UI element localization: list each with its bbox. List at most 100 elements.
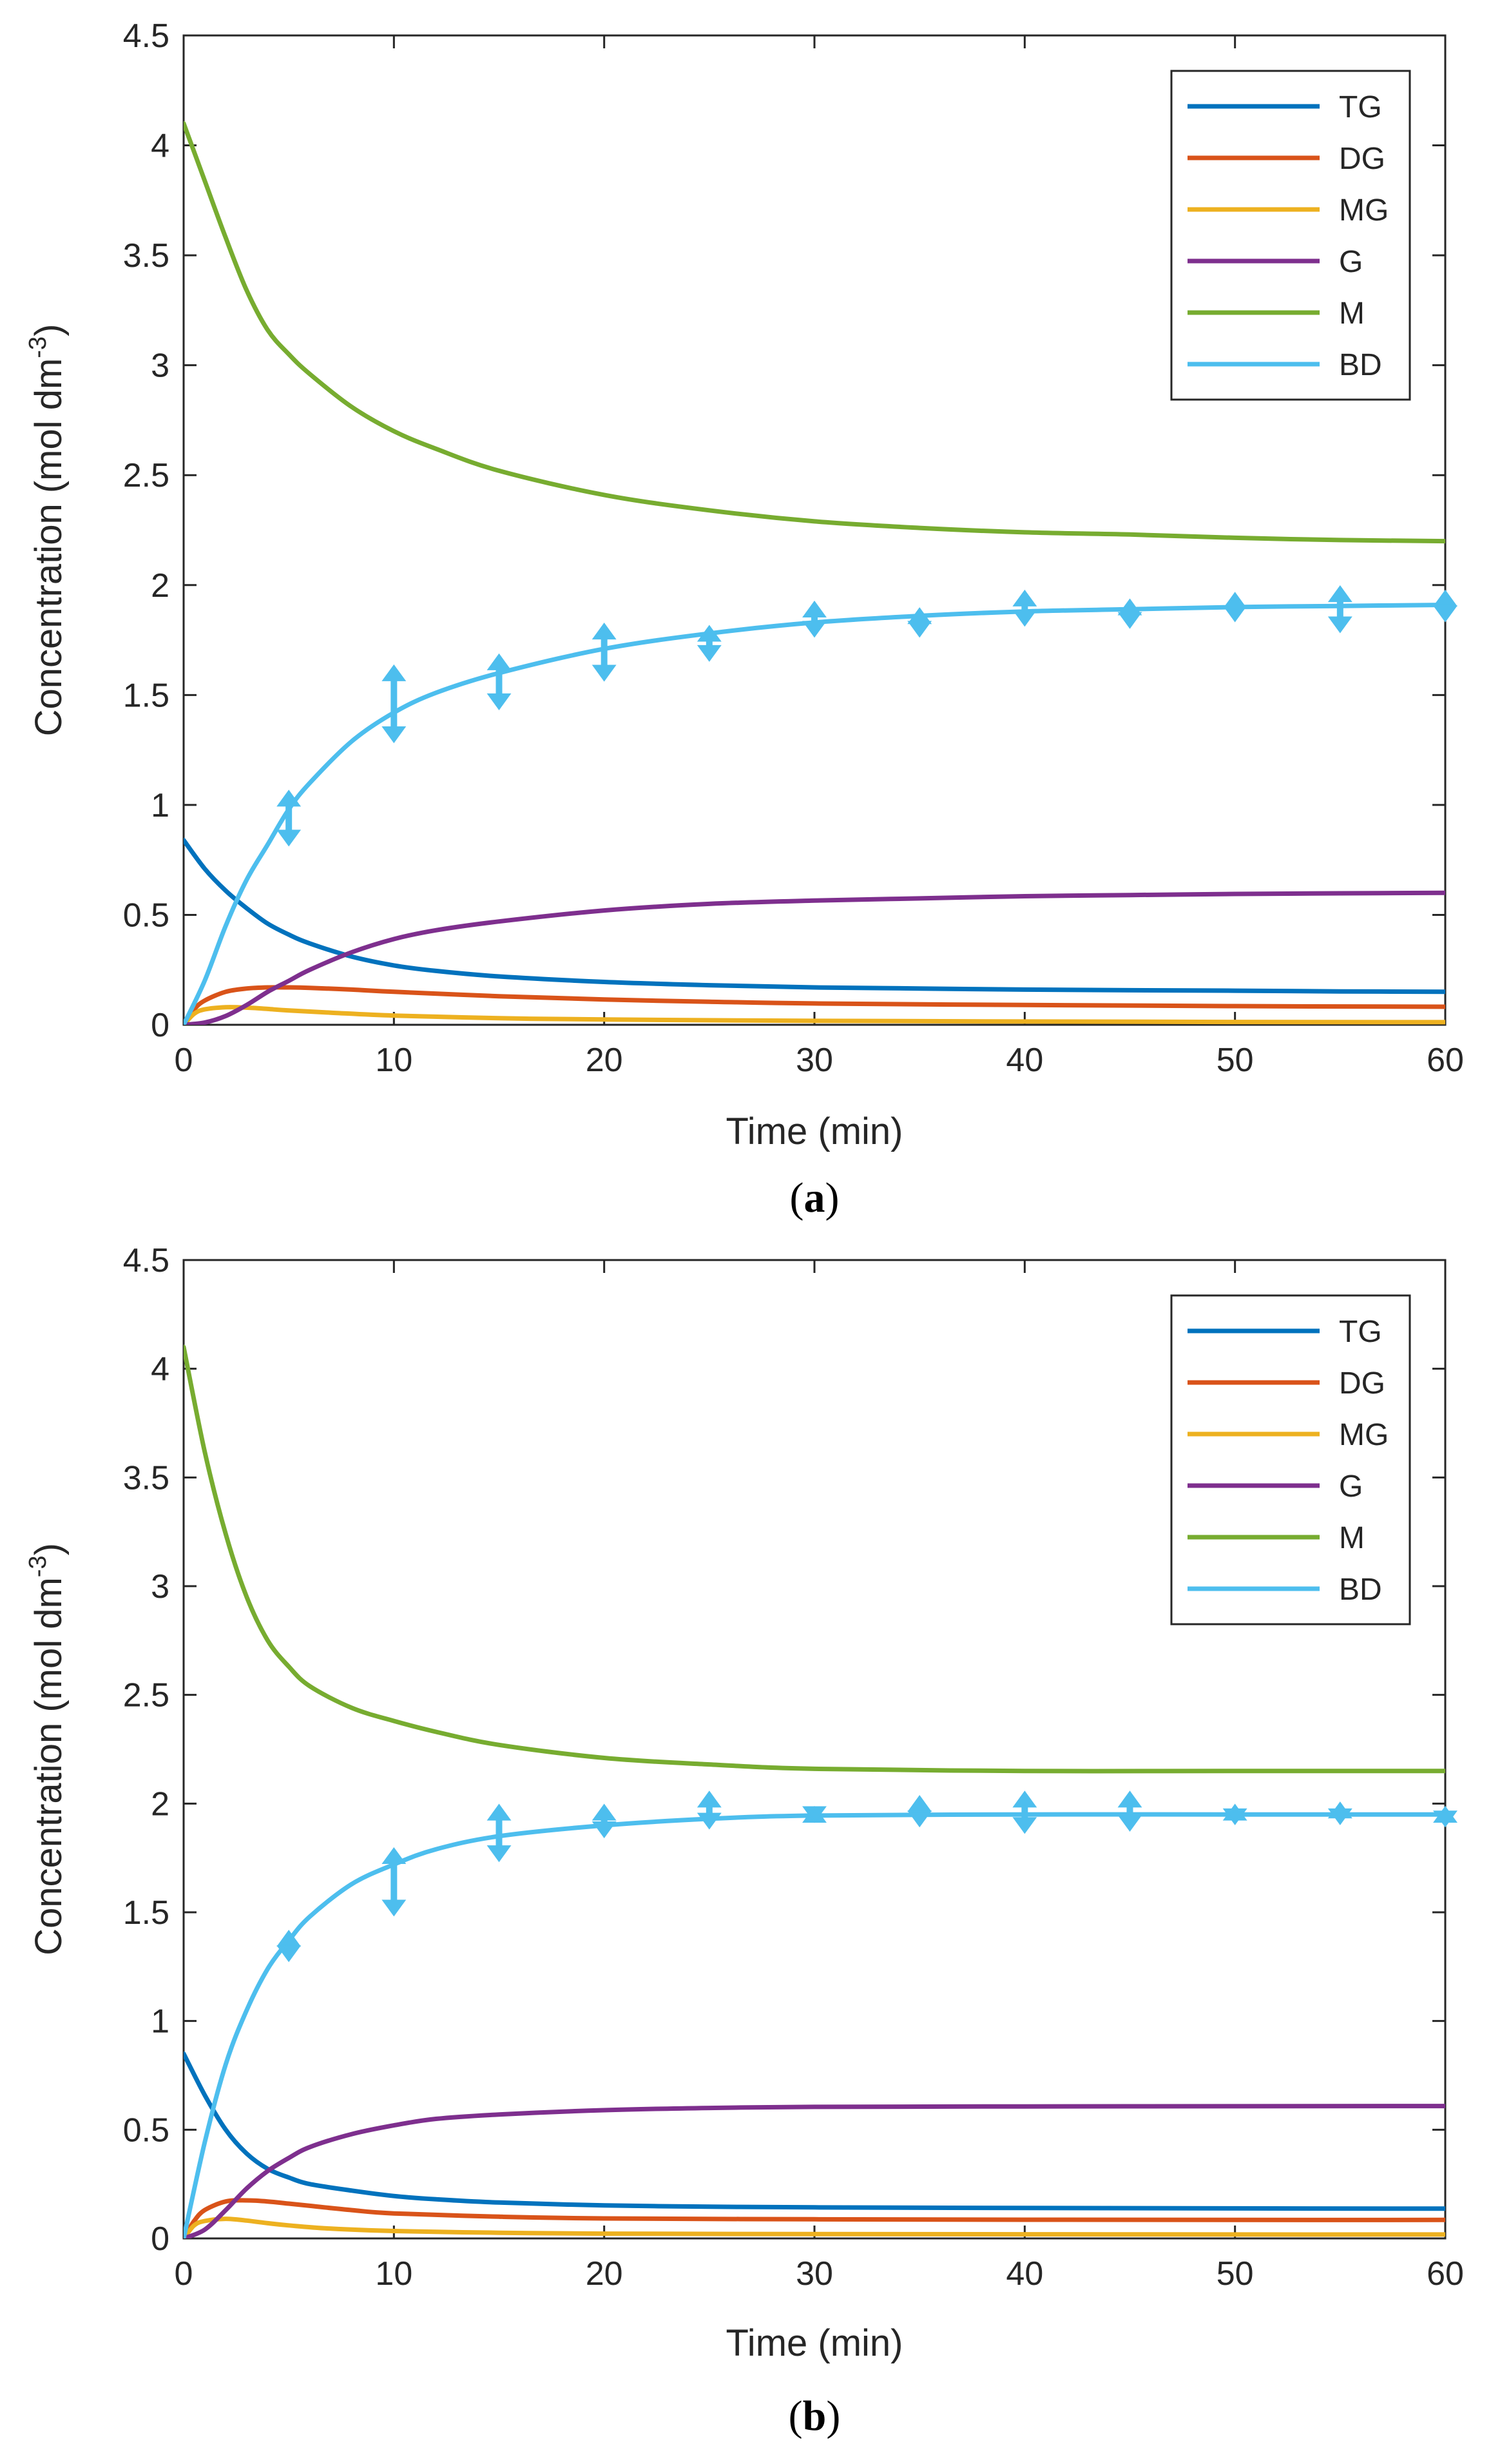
legend-entry-TG: TG: [1188, 90, 1382, 124]
x-tick-label: 60: [1427, 2255, 1464, 2293]
legend-entry-G: G: [1188, 245, 1363, 279]
panel-label-open: (: [790, 1174, 804, 1221]
error-bar-cap-top: [486, 653, 512, 670]
error-bar-cap-top: [381, 664, 407, 681]
x-axis-ticks: 0 10 20 30 40 50 60: [175, 1260, 1464, 2293]
series-line-G: [184, 2104, 1445, 2238]
series-line-TG: [184, 838, 1445, 994]
y-axis-label-close: ): [28, 324, 70, 336]
x-tick-label: 30: [796, 2255, 833, 2293]
series-line-MG: [184, 1005, 1445, 1025]
legend-entry-M: M: [1188, 1521, 1365, 1555]
error-bar-cap-bottom: [1012, 1817, 1037, 1834]
legend-label-DG: DG: [1339, 1366, 1385, 1401]
error-bar-cap-top: [1012, 589, 1037, 606]
error-bar: [276, 790, 302, 847]
series-line-M: [184, 1344, 1445, 1774]
error-bar: [592, 1803, 617, 1839]
error-bar-cap-top: [697, 1790, 722, 1808]
x-tick-label: 20: [586, 1042, 623, 1079]
x-tick-label: 0: [175, 2255, 193, 2293]
error-bar-cap-top: [697, 625, 722, 642]
error-bar: [381, 1847, 407, 1917]
error-bar-cap-bottom: [1117, 1814, 1142, 1832]
error-bar-cap-bottom: [1222, 605, 1247, 623]
legend-label-MG: MG: [1339, 193, 1389, 228]
x-axis-label: Time (min): [726, 2322, 903, 2364]
y-axis-label-superscript: -3: [24, 1555, 52, 1577]
error-bar-cap-top: [1012, 1790, 1037, 1808]
error-bar: [276, 1930, 302, 1963]
series-line-BD: [184, 1812, 1445, 2238]
error-bar: [802, 600, 827, 638]
y-axis-ticks: 0 0.5 1 1.5 2 2.5 3 3.5 4 4.5: [123, 1242, 1445, 2258]
error-bar: [1117, 1790, 1142, 1832]
legend-label-M: M: [1339, 1521, 1365, 1555]
error-bar-cap-top: [276, 790, 302, 807]
error-bar-cap-bottom: [697, 645, 722, 662]
y-tick-label: 1: [151, 2003, 169, 2041]
error-bar: [907, 1795, 932, 1828]
error-bar-cap-bottom: [1327, 1808, 1352, 1825]
y-tick-label: 2.5: [123, 1677, 169, 1714]
chart-panel-a: 0 10 20 30 40 50 60 0 0.5 1 1.5 2 2.5 3 3.5 4 4.5 Time (m…: [24, 17, 1464, 1221]
error-bar: [1433, 1805, 1457, 1828]
error-bar: [1327, 1801, 1352, 1825]
error-bar-cap-bottom: [697, 1812, 722, 1830]
y-tick-label: 3.5: [123, 1459, 169, 1497]
error-bar-cap-top: [1117, 1790, 1142, 1808]
legend: TG DG MG GM BD: [1170, 70, 1411, 401]
legend: TG DG MG GM BD: [1170, 1294, 1411, 1625]
error-bar: [1012, 589, 1037, 627]
error-bar-cap-top: [1433, 589, 1457, 606]
x-axis-label: Time (min): [726, 1111, 903, 1152]
y-tick-label: 2: [151, 567, 169, 605]
series-lines: [184, 1344, 1445, 2238]
legend-box: [1170, 1294, 1411, 1625]
y-tick-label: 4.5: [123, 17, 169, 55]
y-axis-ticks: 0 0.5 1 1.5 2 2.5 3 3.5 4 4.5: [123, 17, 1445, 1044]
error-bars-BD: [276, 1790, 1457, 1963]
x-tick-label: 50: [1217, 2255, 1254, 2293]
error-bar-cap-top: [1327, 585, 1352, 603]
x-tick-label: 0: [175, 1042, 193, 1079]
error-bar: [802, 1805, 827, 1823]
error-bar-cap-bottom: [1012, 610, 1037, 627]
y-tick-label: 1.5: [123, 677, 169, 714]
error-bar-cap-bottom: [907, 1810, 932, 1828]
y-tick-label: 0: [151, 1007, 169, 1044]
error-bar: [907, 607, 932, 638]
error-bar-cap-bottom: [1433, 605, 1457, 623]
error-bar-cap-top: [592, 1803, 617, 1821]
error-bar-cap-bottom: [1222, 1808, 1247, 1825]
series-line-M: [184, 121, 1445, 544]
y-axis-label-main: Concentration (mol dm: [28, 358, 70, 737]
series-line-TG: [184, 2051, 1445, 2211]
series-line-G: [184, 890, 1445, 1025]
x-tick-label: 40: [1006, 1042, 1043, 1079]
legend-label-BD: BD: [1339, 1573, 1382, 1607]
x-tick-label: 50: [1217, 1042, 1254, 1079]
legend-label-G: G: [1339, 1470, 1363, 1504]
panel-label-close: ): [826, 2392, 840, 2440]
y-tick-label: 2: [151, 1785, 169, 1823]
error-bar: [1222, 592, 1247, 623]
y-tick-label: 4: [151, 128, 169, 165]
error-bar: [381, 664, 407, 744]
series-lines: [184, 121, 1445, 1025]
series-line-DG: [184, 985, 1445, 1025]
y-axis-label: Concentration (mol dm-3): [24, 324, 70, 737]
panel-label-letter: a: [804, 1174, 825, 1221]
panel-label-close: ): [825, 1174, 840, 1221]
y-axis-label: Concentration (mol dm-3): [24, 1543, 70, 1955]
error-bar: [697, 625, 722, 662]
x-tick-label: 20: [586, 2255, 623, 2293]
error-bar: [486, 653, 512, 710]
error-bar-cap-bottom: [381, 1899, 407, 1917]
y-tick-label: 4.5: [123, 1242, 169, 1279]
x-tick-label: 60: [1427, 1042, 1464, 1079]
legend-entry-G: G: [1188, 1470, 1363, 1504]
error-bar: [697, 1790, 722, 1830]
error-bar-cap-bottom: [592, 1821, 617, 1839]
